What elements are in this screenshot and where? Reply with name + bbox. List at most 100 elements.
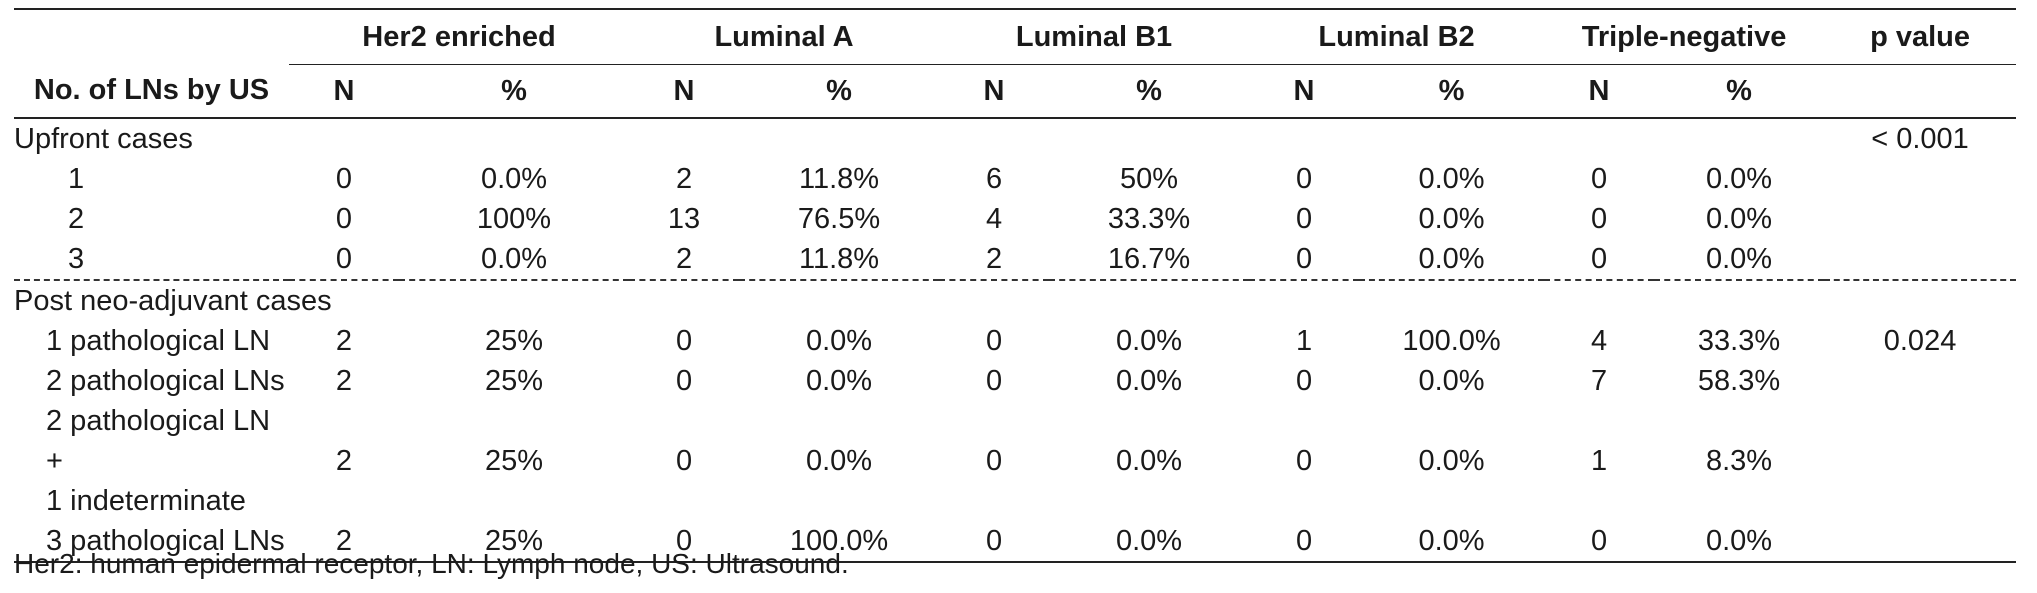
cell: 25% (484, 324, 544, 357)
table-row: 2 pathological LNs 2 25% 0 0.0% 0 0.0% 0… (14, 361, 2016, 401)
row-label: 2 (68, 202, 85, 235)
cell: 0 (1295, 445, 1313, 477)
cell: 0.0% (1705, 202, 1773, 235)
cell: 58.3% (1697, 364, 1781, 397)
cell: 4 (1590, 324, 1608, 357)
cell: 0.0% (1418, 162, 1485, 195)
cell: 0.0% (805, 364, 873, 397)
group-header-triple-negative: Triple-negative (1544, 9, 1825, 65)
cell: 0 (939, 521, 1050, 563)
row-label: 1 (68, 162, 85, 195)
sub-header-blank (1824, 65, 2016, 119)
sub-header-pct: % (1136, 74, 1162, 107)
section-pvalue: 0.024 (1883, 324, 1957, 357)
cell: 0 (675, 445, 693, 477)
sub-header-pct: % (1438, 74, 1465, 107)
cell: 0 (1295, 364, 1313, 397)
first-col-header: No. of LNs by US (33, 74, 270, 107)
cell: 33.3% (1697, 324, 1781, 357)
cell: 0.0% (805, 445, 873, 477)
table-row: 1 0 0.0% 2 11.8% 6 50% 0 0.0% 0 0.0% (14, 159, 2016, 199)
table-row: 3 0 0.0% 2 11.8% 2 16.7% 0 0.0% 0 0.0% (14, 239, 2016, 280)
section-pvalue: < 0.001 (1871, 122, 1969, 155)
cell: 0.0% (1359, 521, 1545, 563)
cell: 25% (484, 445, 544, 477)
cell: 0 (985, 364, 1003, 397)
cell: 0.0% (1705, 242, 1773, 275)
cell: 0 (1295, 202, 1313, 235)
cell: 0.0% (480, 242, 548, 275)
cell: 6 (985, 162, 1003, 195)
cell: 0 (629, 521, 740, 563)
sub-header-n: N (333, 74, 355, 107)
section-title: Post neo-adjuvant cases (14, 279, 332, 321)
cell: 0.0% (1115, 445, 1183, 477)
row-label: 1 pathological LN (46, 324, 271, 357)
group-header-luminal-b2: Luminal B2 (1249, 9, 1545, 65)
cell: 2 (335, 364, 353, 397)
table-row: 2 pathological LN + 1 indeterminate 2 25… (14, 401, 2016, 521)
cell: 0.0% (1654, 521, 1825, 563)
cell: 0 (335, 162, 353, 195)
row-label: 3 (68, 242, 85, 275)
cell: 2 (675, 242, 693, 275)
cell: 25% (484, 364, 544, 397)
cell: 0 (335, 202, 353, 235)
cell: 0.0% (1115, 364, 1183, 397)
cell: 0 (1590, 202, 1608, 235)
group-header-her2: Her2 enriched (289, 9, 630, 65)
cell: 0 (675, 324, 693, 357)
cell: 0.0% (1418, 242, 1485, 275)
cell: 100% (476, 202, 552, 235)
cell: 2 (675, 162, 693, 195)
table-row: 1 pathological LN 2 25% 0 0.0% 0 0.0% 1 … (14, 321, 2016, 361)
cell: 13 (667, 202, 701, 235)
cell: 0.0% (1418, 364, 1485, 397)
cell: 1 (1295, 324, 1313, 357)
row-label: 3 pathological LNs (14, 521, 289, 563)
cell: 33.3% (1107, 202, 1191, 235)
group-header-luminal-a: Luminal A (629, 9, 940, 65)
section-title: Upfront cases (14, 122, 193, 155)
cell: 4 (985, 202, 1003, 235)
cell: 2 (335, 445, 353, 477)
cell: 0 (1295, 242, 1313, 275)
cell: 50% (1120, 162, 1179, 195)
cell: 2 (289, 521, 399, 563)
section-row-upfront: Upfront cases < 0.001 (14, 118, 2016, 159)
row-label: 2 pathological LN + 1 indeterminate (14, 401, 289, 521)
row-label: 2 pathological LNs (46, 364, 285, 397)
cell: 0.0% (1705, 162, 1773, 195)
cell: 0.0% (1418, 445, 1485, 477)
results-table: Her2 enriched Luminal A Luminal B1 Lumin… (14, 8, 2017, 563)
cell: 100.0% (1402, 324, 1501, 357)
cell: 0 (335, 242, 353, 275)
group-header-luminal-b1: Luminal B1 (939, 9, 1250, 65)
row-label-line-2: 1 indeterminate (46, 485, 246, 517)
cell: 1 (1590, 445, 1608, 477)
cell: 0 (1249, 521, 1360, 563)
cell: 2 (335, 324, 353, 357)
sub-header-pct: % (826, 74, 852, 107)
section-row-post-neoadjuvant: Post neo-adjuvant cases (14, 279, 2017, 321)
cell: 0.0% (1049, 521, 1250, 563)
cell: 0 (1590, 242, 1608, 275)
cell: 0 (675, 364, 693, 397)
table-footnote: Her2: human epidermal receptor, LN: Lymp… (14, 548, 849, 579)
sub-header-row: No. of LNs by US N % N % N % N % N % (14, 65, 2017, 119)
cell: 25% (399, 521, 630, 563)
sub-header-n: N (673, 74, 695, 107)
cell: 0 (1544, 521, 1655, 563)
cell: 16.7% (1107, 242, 1191, 275)
sub-header-pct: % (1726, 74, 1752, 107)
cell: 0.0% (480, 162, 548, 195)
cell: 11.8% (798, 162, 880, 195)
cell: 100.0% (739, 521, 940, 563)
cell: 7 (1590, 364, 1608, 397)
sub-header-pct: % (501, 74, 527, 107)
cell: 0 (1295, 162, 1313, 195)
cell: 8.3% (1705, 445, 1773, 477)
cell: 76.5% (797, 202, 881, 235)
cell: 0.0% (805, 324, 873, 357)
